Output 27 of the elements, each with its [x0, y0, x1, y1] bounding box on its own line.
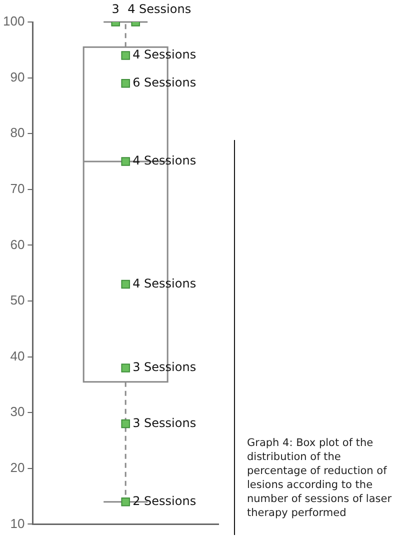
point [121, 78, 130, 88]
text: 4 Sessions [128, 2, 192, 16]
point [121, 280, 130, 289]
y-tick-label: 20 [10, 460, 25, 475]
y-tick-label: 50 [10, 292, 25, 308]
point [121, 419, 130, 428]
y-tick-label: 100 [2, 14, 25, 29]
annotation: 2 Sessions [132, 494, 196, 508]
annotation: 3 Sessions [132, 416, 196, 430]
y-tick-label: 30 [10, 404, 25, 420]
y-tick-label: 90 [10, 69, 25, 84]
text: 3 [112, 2, 120, 16]
caption: Graph 4: Box plot of the distribution of the percentage of reduction of lesions according to the number of sessions of laser therapy performed [247, 436, 393, 520]
annotation: 3 Sessions [132, 360, 196, 374]
annotation: 4 Sessions [132, 48, 196, 62]
annotation: 4 Sessions [132, 154, 196, 168]
point [121, 51, 130, 60]
annotation: 6 Sessions [132, 76, 196, 90]
point [121, 497, 130, 506]
y-tick-label: 40 [10, 348, 25, 364]
y-tick-label: 60 [10, 236, 25, 252]
y-tick-label: 80 [10, 125, 25, 140]
point [121, 157, 130, 166]
y-tick-label: 70 [10, 180, 25, 196]
point [121, 364, 130, 372]
annotation: 4 Sessions [132, 276, 196, 290]
y-tick-label: 10 [10, 516, 25, 531]
